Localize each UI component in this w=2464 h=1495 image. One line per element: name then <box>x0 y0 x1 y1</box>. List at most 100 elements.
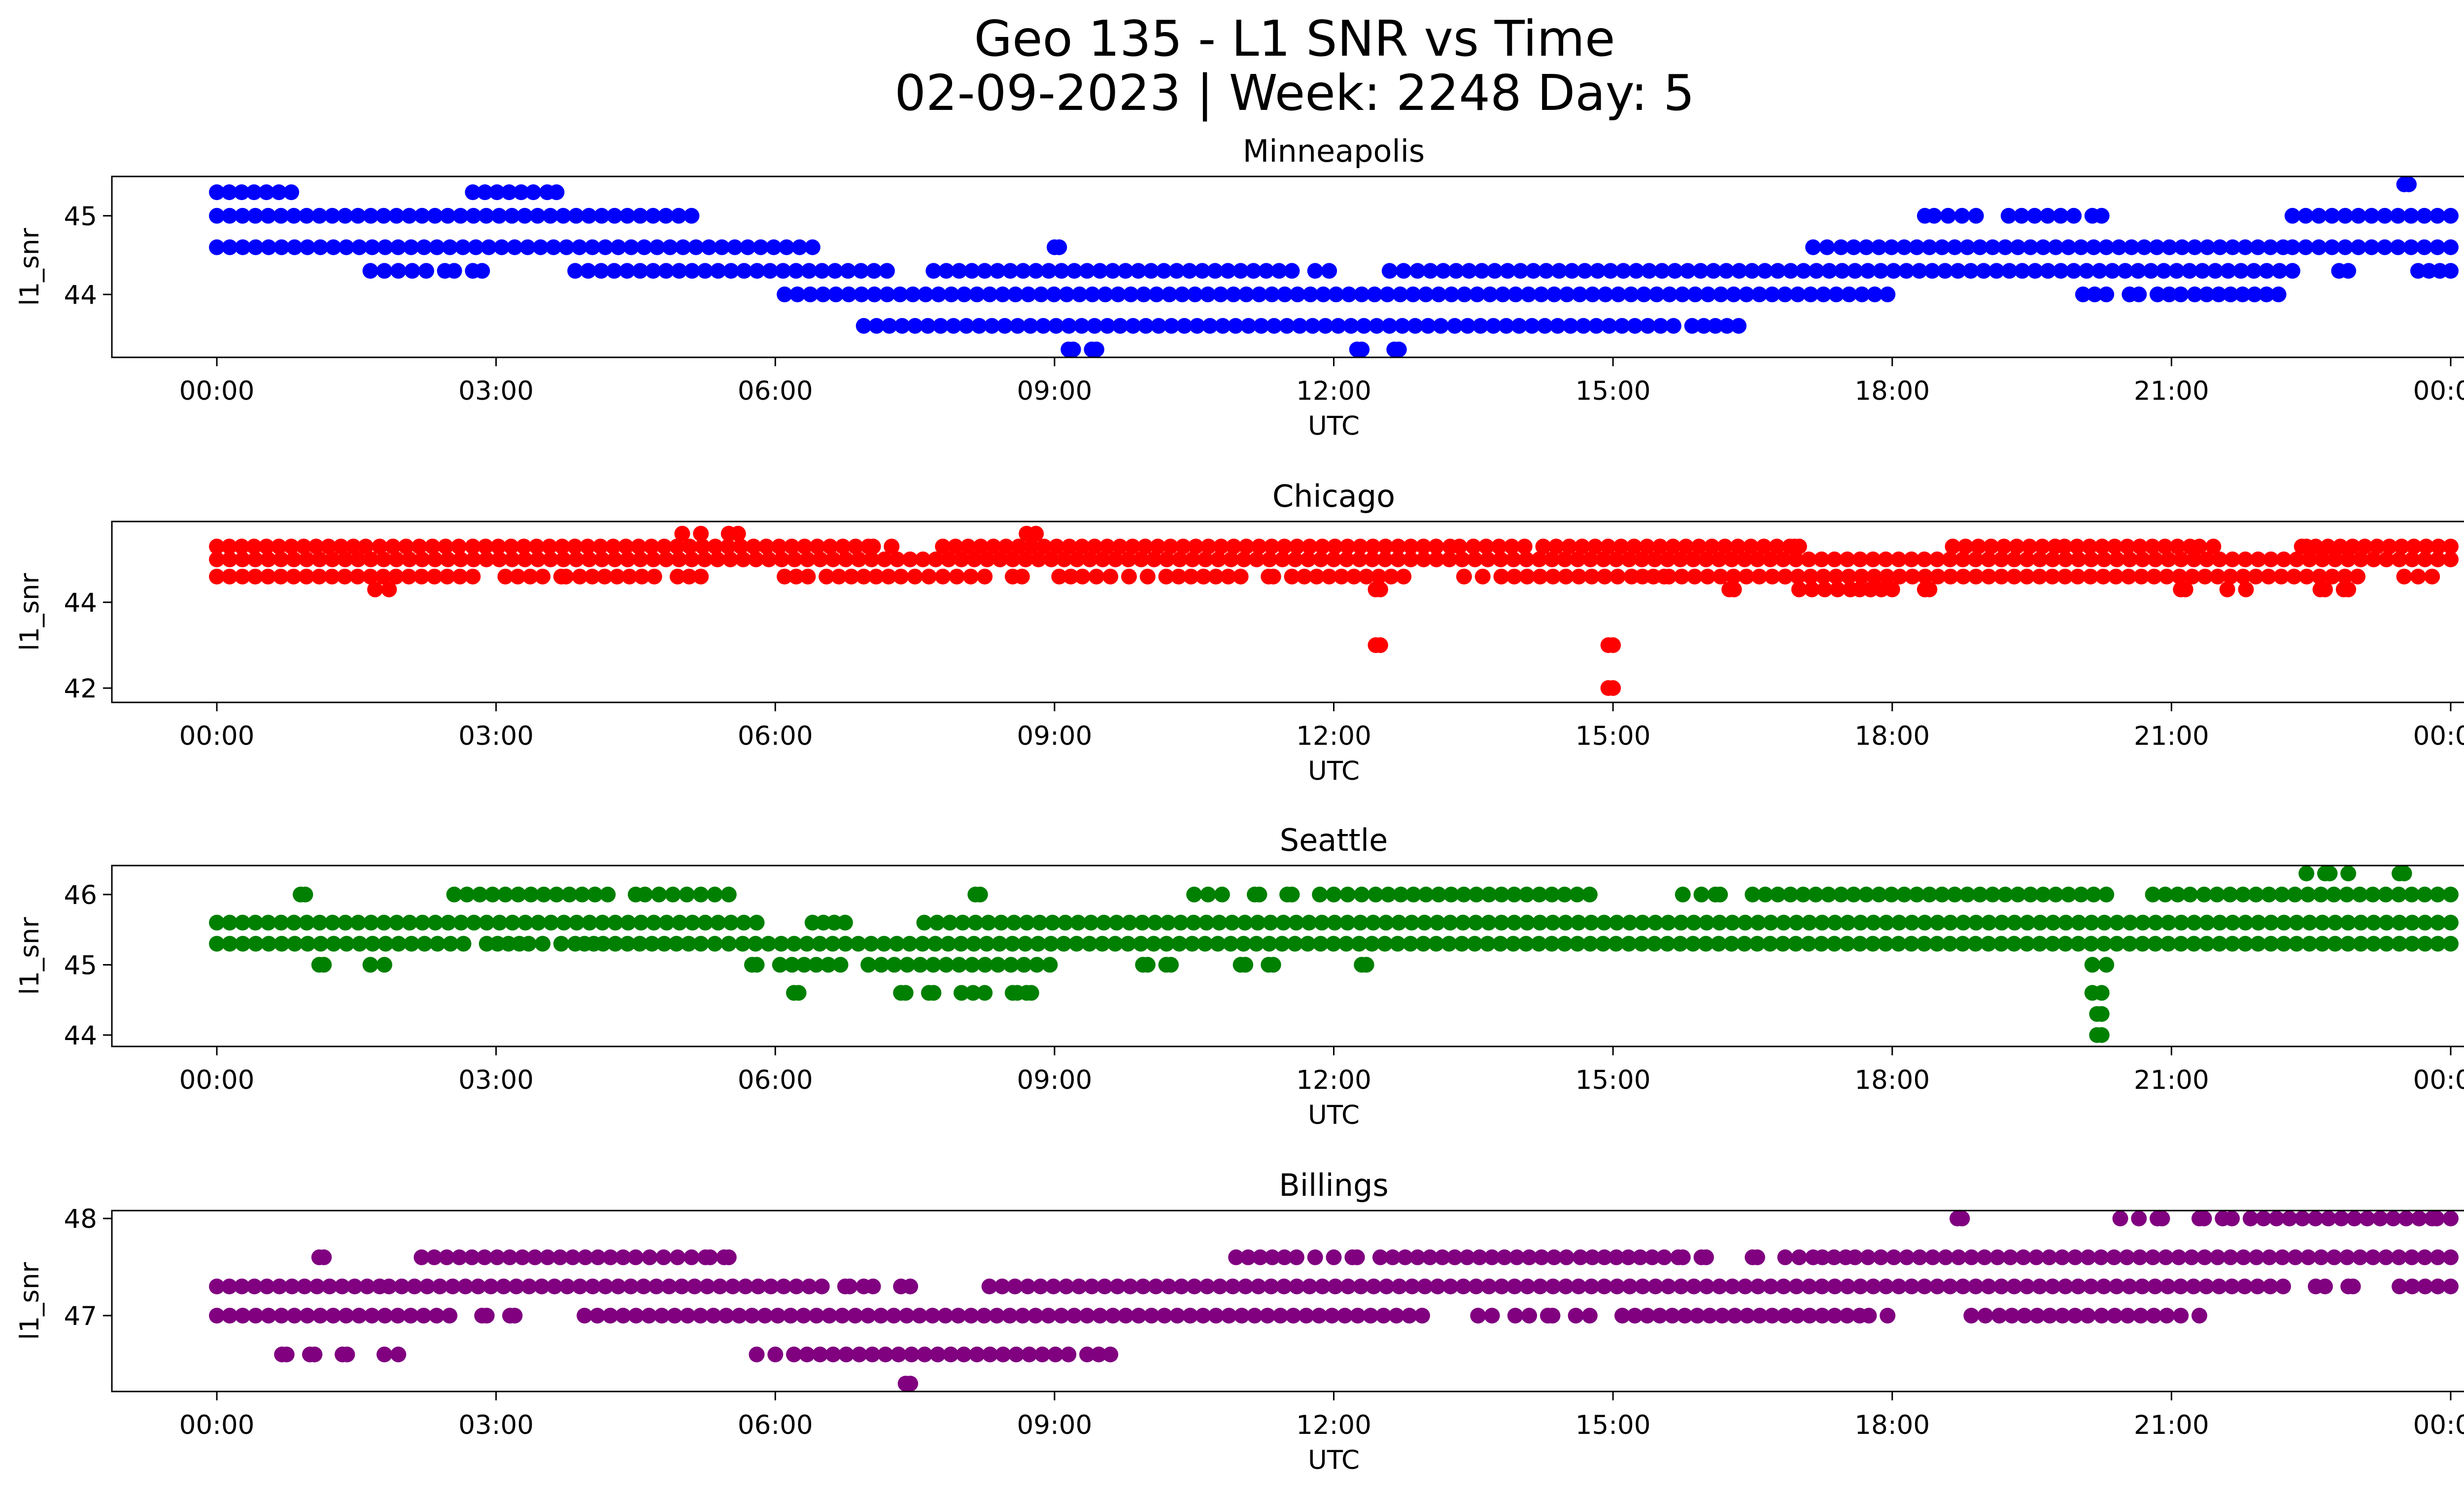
data-point <box>619 208 636 224</box>
data-point <box>2112 1211 2128 1226</box>
data-point <box>2093 208 2110 224</box>
data-point <box>815 914 831 931</box>
data-point <box>365 936 381 952</box>
data-point <box>1121 568 1137 585</box>
data-point <box>1500 263 1516 279</box>
data-point <box>1099 538 1115 555</box>
data-point <box>507 239 523 255</box>
data-point <box>1686 568 1703 585</box>
data-point <box>1200 886 1216 903</box>
data-point <box>2326 1249 2342 1265</box>
data-point <box>1595 551 1611 567</box>
data-point <box>2006 551 2022 567</box>
data-point <box>445 1278 461 1294</box>
data-point <box>2119 538 2135 555</box>
x-tick-label: 06:00 <box>738 376 813 406</box>
data-point <box>643 538 659 555</box>
data-point <box>1963 1249 1980 1265</box>
data-point <box>1994 914 2010 931</box>
data-point <box>273 551 289 567</box>
data-point <box>2147 936 2163 952</box>
data-point <box>580 538 596 555</box>
data-point <box>1718 263 1735 279</box>
data-point <box>1220 568 1236 585</box>
data-point <box>981 1278 997 1294</box>
data-point <box>1535 538 1551 555</box>
data-point <box>1571 568 1587 585</box>
data-point <box>1112 318 1129 334</box>
x-tick-label: 06:00 <box>738 1410 813 1440</box>
data-point <box>414 208 430 224</box>
data-point <box>209 538 225 555</box>
data-point <box>899 957 915 973</box>
data-point <box>1061 318 1077 334</box>
data-point <box>1929 551 1945 567</box>
data-point <box>2095 568 2111 585</box>
data-point <box>1942 936 1958 952</box>
data-point <box>2122 551 2138 567</box>
data-point <box>1004 936 1021 952</box>
data-point <box>2287 886 2303 903</box>
data-point <box>1597 286 1613 303</box>
data-point <box>376 1346 392 1362</box>
data-point <box>951 957 967 973</box>
data-point <box>235 936 251 952</box>
data-point <box>517 914 533 931</box>
data-point <box>1339 886 1356 903</box>
data-point <box>1743 538 1759 555</box>
data-point <box>1365 914 1381 931</box>
data-point <box>884 538 900 555</box>
data-point <box>1574 538 1590 555</box>
data-point <box>1071 286 1088 303</box>
data-point <box>390 1346 407 1362</box>
data-point <box>937 1308 954 1324</box>
data-point <box>2010 239 2026 255</box>
data-point <box>1117 263 1133 279</box>
data-point <box>209 914 225 931</box>
y-tick-label: 45 <box>64 202 97 232</box>
data-point <box>1829 581 1846 597</box>
figure-title-line-1: Geo 135 - L1 SNR vs Time <box>974 10 1615 68</box>
x-axis-label: UTC <box>1308 1100 1360 1130</box>
data-point <box>1750 914 1766 931</box>
data-point <box>1660 1278 1677 1294</box>
data-point <box>632 263 648 279</box>
data-point <box>2096 1278 2112 1294</box>
data-point <box>2014 208 2030 224</box>
data-point <box>558 239 575 255</box>
data-point <box>1258 263 1274 279</box>
data-point <box>235 551 251 567</box>
data-point <box>1820 886 1837 903</box>
data-point <box>665 886 681 903</box>
data-point <box>1375 1308 1392 1324</box>
data-point <box>1346 568 1362 585</box>
data-point <box>2084 957 2100 973</box>
data-point <box>795 1308 812 1324</box>
data-point <box>1007 286 1024 303</box>
data-point <box>1403 551 1419 567</box>
data-point <box>1985 886 2001 903</box>
data-point <box>273 568 289 585</box>
data-point <box>2369 538 2385 555</box>
data-point <box>1390 538 1406 555</box>
data-point <box>534 1278 550 1294</box>
data-point <box>2421 263 2437 279</box>
data-point <box>1208 1308 1224 1324</box>
data-point <box>1865 1278 1882 1294</box>
data-point <box>1815 568 1831 585</box>
data-point <box>2260 568 2277 585</box>
data-point <box>1199 1278 1215 1294</box>
data-point <box>1757 263 1773 279</box>
data-point <box>2044 568 2060 585</box>
data-point <box>1220 263 1236 279</box>
data-point <box>1143 1308 1160 1324</box>
data-point <box>552 1249 568 1265</box>
data-point <box>1383 568 1399 585</box>
data-point <box>1930 568 1946 585</box>
data-point <box>710 914 726 931</box>
data-point <box>645 208 661 224</box>
data-point <box>1782 886 1799 903</box>
scatter-series-seattle <box>209 866 2459 1043</box>
data-point <box>1372 1249 1388 1265</box>
data-point <box>2198 286 2215 303</box>
